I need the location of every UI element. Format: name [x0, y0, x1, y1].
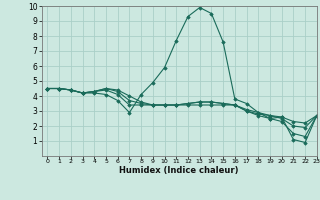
X-axis label: Humidex (Indice chaleur): Humidex (Indice chaleur)	[119, 166, 239, 175]
